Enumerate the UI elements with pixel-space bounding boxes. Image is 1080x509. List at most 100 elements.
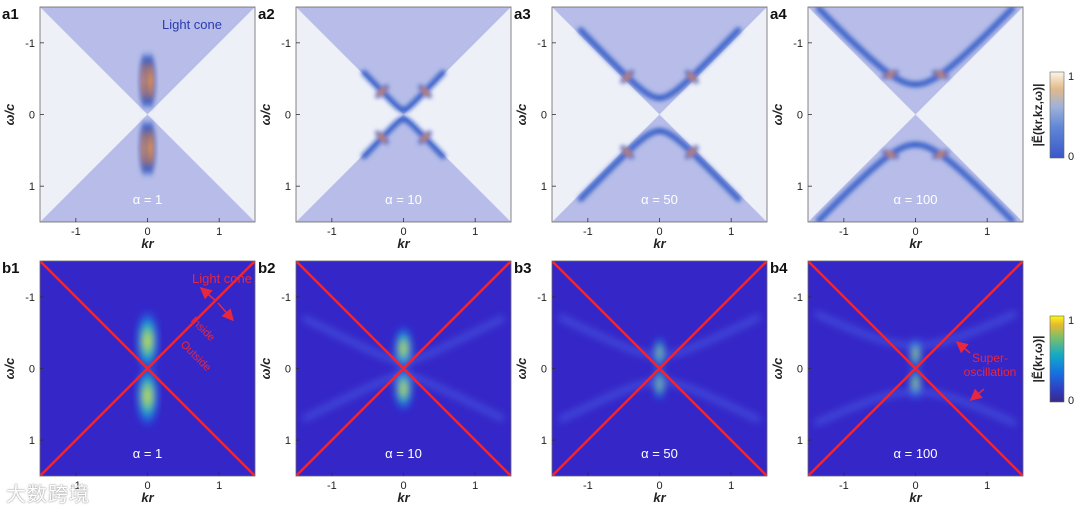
y-tick-label: -1 [281,292,291,304]
x-axis-label: kr [397,236,410,251]
alpha-label: α = 50 [641,446,678,461]
x-tick-label: 0 [144,480,150,492]
panel-label: a1 [2,6,19,23]
intensity-lobe [144,118,157,179]
intensity-band [558,314,761,359]
y-tick-label: 1 [541,181,547,193]
x-axis-label: kr [909,236,922,251]
alpha-label: α = 50 [641,192,678,207]
intensity-peak [931,69,951,80]
x-tick-label: -1 [71,480,81,492]
panel-a1: -1 -1 0 0 1 1 kr ω/c a1 α = 1 Light cone [2,6,256,251]
panel-label: a3 [514,6,531,23]
x-tick-label: 0 [400,480,406,492]
intensity-band [577,27,662,101]
colorbar-max-label: 1 [1068,71,1074,83]
panel-label: b4 [770,260,788,277]
intensity-peak [619,69,635,85]
y-tick-label: -1 [537,38,547,50]
intensity-lobe [393,364,414,413]
light-cone-line [40,261,255,476]
x-axis-label: kr [141,490,154,505]
y-tick-label: -1 [537,292,547,304]
y-axis-label: ω/c [258,357,273,379]
x-axis-label: kr [653,236,666,251]
x-tick-label: 1 [216,226,222,238]
y-tick-label: -1 [25,38,35,50]
intensity-lobe [135,363,160,429]
x-tick-label: 0 [144,226,150,238]
light-cone-upper [552,7,767,115]
intensity-band [913,7,1016,88]
intensity-peak [880,149,900,160]
x-tick-label: 0 [656,226,662,238]
y-axis-label: ω/c [770,103,785,125]
axis-ticks: -1 -1 0 0 1 1 [25,292,222,492]
colorbars: 1 0 |Ẽ(kr,kz,ω)| 1 0 |Ẽ(kr,ω)| [1030,71,1074,407]
y-tick-label: 1 [29,181,35,193]
x-axis-label: kr [141,236,154,251]
colorbar-2: 1 0 |Ẽ(kr,ω)| [1030,315,1074,407]
x-tick-label: -1 [327,480,337,492]
light-cone-annotation: Light cone [162,17,222,32]
colorbar-min-label: 0 [1068,395,1074,407]
x-tick-label: -1 [839,480,849,492]
y-tick-label: -1 [281,38,291,50]
colorbar-gradient [1049,315,1065,403]
axis-ticks: -1 -1 0 0 1 1 [537,292,734,492]
intensity-peak [417,129,433,146]
alpha-label: α = 1 [133,446,163,461]
y-tick-label: 1 [285,181,291,193]
x-tick-label: 1 [216,480,222,492]
intensity-peak [374,83,390,100]
x-tick-label: -1 [839,226,849,238]
y-tick-label: 0 [541,110,547,122]
y-tick-label: -1 [793,292,803,304]
intensity-features [558,314,761,423]
colorbar-label: |Ẽ(kr,ω)| [1030,336,1045,383]
plot-area [808,7,1023,222]
alpha-label: α = 100 [893,446,937,461]
intensity-features [302,315,505,422]
intensity-band [913,141,1016,222]
light-cone-line [296,261,511,476]
light-cone-lines [808,261,1023,476]
light-cone-upper [808,7,1023,115]
y-axis-label: ω/c [258,103,273,125]
y-tick-label: 0 [29,110,35,122]
alpha-label: α = 1 [133,192,163,207]
light-cone-lower [552,114,767,222]
intensity-peak [880,69,900,80]
axis-ticks: -1 -1 0 0 1 1 [281,38,478,238]
panel-a4: -1 -1 0 0 1 1 kr ω/c a4 α = 100 [770,6,1024,251]
intensity-band [302,373,505,422]
x-tick-label: 1 [984,226,990,238]
x-tick-label: 0 [400,226,406,238]
colorbar-label: |Ẽ(kr,kz,ω)| [1030,84,1045,147]
y-tick-label: 0 [285,110,291,122]
panel-a3: -1 -1 0 0 1 1 kr ω/c a3 α = 50 [514,6,768,251]
intensity-peak [931,149,951,160]
y-axis-label: ω/c [514,103,529,125]
axis-ticks: -1 -1 0 0 1 1 [793,38,990,238]
axis-ticks: -1 -1 0 0 1 1 [537,38,734,238]
intensity-features [814,311,1017,426]
plot-area [296,261,511,476]
panel-label: b1 [2,260,20,277]
alpha-label: α = 100 [893,192,937,207]
y-axis-label: ω/c [2,357,17,379]
x-tick-label: 0 [656,480,662,492]
watermark-text: 大数跨境 [6,482,90,506]
plot-area [808,261,1023,476]
x-tick-label: -1 [71,226,81,238]
x-tick-label: 1 [472,480,478,492]
light-cone-lines [552,261,767,476]
y-tick-label: 0 [285,364,291,376]
superoscillation-annotation: Super-oscillation [964,351,1017,379]
x-tick-label: -1 [583,226,593,238]
axis-ticks: -1 -1 0 0 1 1 [793,292,990,492]
intensity-features [815,7,1016,222]
colorbar-max-label: 1 [1068,315,1074,327]
intensity-peak [684,144,700,160]
plot-area [40,7,255,222]
